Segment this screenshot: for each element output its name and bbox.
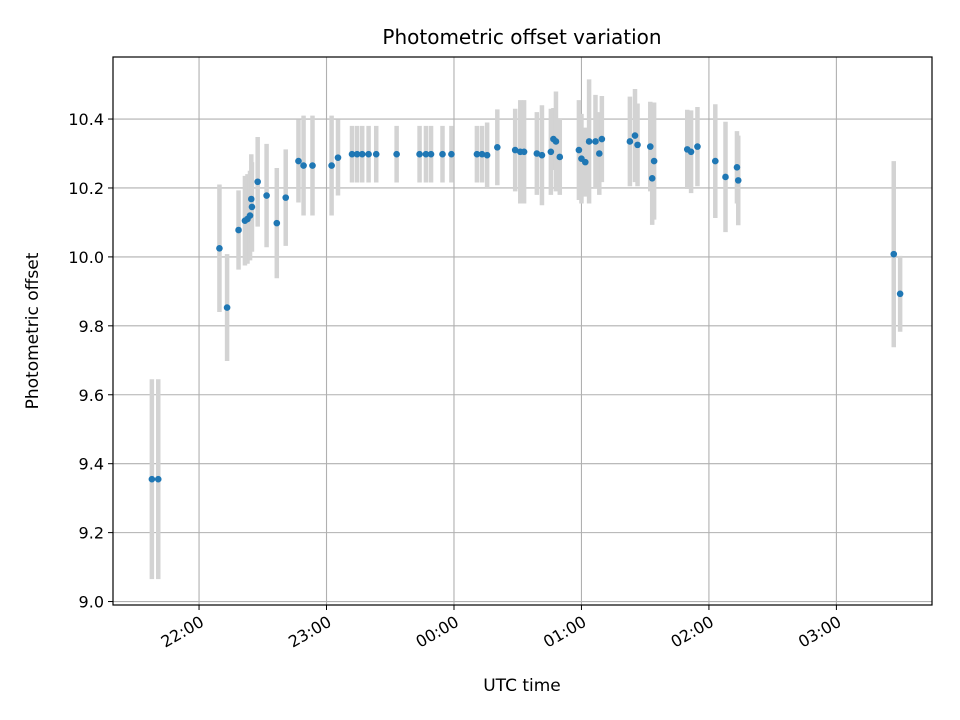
data-point: [216, 244, 223, 252]
data-point: [494, 143, 501, 151]
data-point: [634, 141, 641, 149]
data-point: [254, 178, 261, 186]
data-point: [533, 150, 541, 157]
data-point: [427, 150, 435, 158]
data-point: [734, 177, 742, 184]
data-point: [585, 138, 593, 145]
data-point: [295, 157, 302, 165]
data-point: [365, 150, 372, 158]
data-point: [575, 146, 583, 154]
x-axis: 22:00 23:00 00:00 01:00 02:00 03:00: [158, 605, 844, 652]
data-point: [309, 162, 316, 169]
data-point: [733, 163, 741, 171]
data-point: [694, 143, 701, 150]
y-tick-label: 9.4: [79, 455, 104, 474]
data-point: [393, 150, 400, 158]
data-point: [300, 162, 307, 169]
data-point: [631, 132, 639, 139]
data-point: [154, 475, 162, 483]
data-point: [422, 150, 430, 158]
y-tick-label: 9.6: [79, 386, 104, 405]
y-tick-label: 9.8: [79, 317, 104, 336]
x-tick-label: 03:00: [795, 612, 844, 652]
data-point: [483, 151, 491, 159]
x-tick-label: 01:00: [540, 612, 589, 652]
data-point: [353, 150, 361, 158]
data-point: [592, 138, 599, 145]
data-point: [282, 194, 290, 201]
data-point: [416, 150, 423, 158]
data-point: [273, 219, 281, 227]
data-point: [248, 203, 256, 211]
x-tick-label: 22:00: [158, 612, 207, 652]
data-point: [372, 150, 380, 158]
data-point: [334, 154, 342, 161]
data-point: [246, 212, 254, 219]
y-tick-label: 9.2: [79, 524, 104, 543]
data-point: [687, 148, 695, 156]
data-point: [890, 250, 898, 258]
data-point: [711, 157, 719, 165]
data-point: [235, 226, 242, 234]
data-points: [148, 132, 904, 483]
data-point: [896, 290, 904, 298]
y-tick-label: 9.0: [79, 593, 104, 612]
data-point: [328, 162, 335, 169]
data-point: [552, 138, 560, 145]
x-tick-label: 00:00: [413, 612, 462, 652]
data-point: [473, 150, 481, 158]
data-point: [598, 135, 606, 143]
data-point: [223, 304, 231, 311]
data-point: [348, 150, 356, 158]
data-point: [648, 175, 656, 182]
y-axis: 9.0 9.2 9.4 9.6 9.8 10.0 10.2 10.4: [68, 110, 113, 612]
data-point: [148, 475, 156, 483]
x-tick-label: 23:00: [285, 612, 334, 652]
data-point: [626, 138, 634, 145]
data-point: [538, 151, 546, 159]
plot-frame: [112, 56, 933, 606]
data-point: [581, 158, 589, 166]
data-point: [248, 195, 255, 203]
y-tick-label: 10.4: [68, 110, 104, 129]
data-point: [448, 150, 455, 158]
data-point: [520, 148, 528, 156]
y-tick-label: 10.0: [68, 248, 104, 267]
data-point: [478, 150, 486, 158]
x-axis-label: UTC time: [483, 676, 561, 696]
data-point: [547, 148, 555, 156]
data-point: [596, 150, 603, 157]
data-point: [263, 192, 270, 199]
data-point: [439, 150, 446, 158]
data-point: [511, 146, 519, 154]
y-tick-label: 10.2: [68, 179, 104, 198]
data-point: [358, 150, 366, 158]
chart-title: Photometric offset variation: [382, 25, 661, 49]
data-point: [556, 153, 564, 161]
data-point: [646, 143, 654, 150]
x-tick-label: 02:00: [667, 612, 716, 652]
data-point: [650, 157, 658, 165]
data-point: [722, 173, 729, 181]
y-axis-label: Photometric offset: [23, 252, 43, 409]
